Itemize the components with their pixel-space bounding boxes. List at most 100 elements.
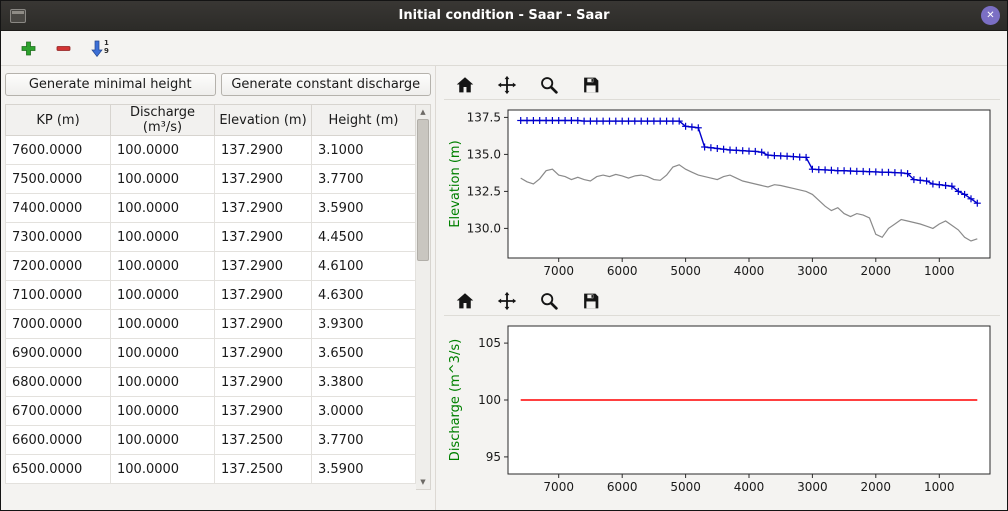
table-scrollbar[interactable]: ▲ ▼ bbox=[416, 104, 431, 490]
close-button[interactable]: ✕ bbox=[981, 6, 1000, 25]
table-cell[interactable]: 137.2900 bbox=[214, 338, 312, 368]
save-icon bbox=[584, 293, 599, 308]
zoom-button[interactable] bbox=[538, 74, 560, 96]
table-cell[interactable]: 100.0000 bbox=[110, 222, 215, 252]
save-button[interactable] bbox=[580, 74, 602, 96]
scroll-up-button[interactable]: ▲ bbox=[420, 108, 426, 116]
table-cell[interactable]: 3.5900 bbox=[311, 193, 416, 223]
table-cell[interactable]: 100.0000 bbox=[110, 135, 215, 165]
table-cell[interactable]: 7600.0000 bbox=[5, 135, 111, 165]
table-row[interactable]: 6900.0000 100.0000 137.2900 3.6500 bbox=[5, 338, 416, 368]
delete-row-button[interactable] bbox=[56, 41, 71, 56]
table-cell[interactable]: 137.2900 bbox=[214, 280, 312, 310]
generate-minimal-height-button[interactable]: Generate minimal height bbox=[5, 73, 216, 96]
generate-constant-discharge-button[interactable]: Generate constant discharge bbox=[220, 73, 431, 96]
table-cell[interactable]: 4.6300 bbox=[311, 280, 416, 310]
table-cell[interactable]: 6700.0000 bbox=[5, 396, 111, 426]
column-header[interactable]: KP (m) bbox=[5, 104, 111, 136]
svg-text:5000: 5000 bbox=[670, 480, 701, 494]
table-cell[interactable]: 7000.0000 bbox=[5, 309, 111, 339]
table-row[interactable]: 6700.0000 100.0000 137.2900 3.0000 bbox=[5, 396, 416, 426]
svg-text:4000: 4000 bbox=[734, 480, 765, 494]
svg-text:95: 95 bbox=[486, 450, 501, 464]
table-cell[interactable]: 100.0000 bbox=[110, 193, 215, 223]
elevation-chart[interactable]: 7000 6000 5000 4000 3000 2000 1000 130.0 132.5 13… bbox=[444, 102, 1000, 286]
table-cell[interactable]: 137.2500 bbox=[214, 425, 312, 455]
home-button[interactable] bbox=[454, 74, 476, 96]
table-cell[interactable]: 100.0000 bbox=[110, 396, 215, 426]
pan-button[interactable] bbox=[496, 74, 518, 96]
svg-text:3000: 3000 bbox=[797, 480, 828, 494]
table-cell[interactable]: 6800.0000 bbox=[5, 367, 111, 397]
titlebar[interactable]: Initial condition - Saar - Saar ✕ bbox=[1, 1, 1007, 31]
table-cell[interactable]: 100.0000 bbox=[110, 164, 215, 194]
add-row-button[interactable] bbox=[21, 41, 36, 56]
table-cell[interactable]: 100.0000 bbox=[110, 338, 215, 368]
table-cell[interactable]: 137.2900 bbox=[214, 367, 312, 397]
table-row[interactable]: 7400.0000 100.0000 137.2900 3.5900 bbox=[5, 193, 416, 223]
table-cell[interactable]: 100.0000 bbox=[110, 454, 215, 484]
save-button[interactable] bbox=[580, 290, 602, 312]
zoom-icon bbox=[541, 292, 558, 310]
table-row[interactable]: 7600.0000 100.0000 137.2900 3.1000 bbox=[5, 135, 416, 165]
table-row[interactable]: 6600.0000 100.0000 137.2500 3.7700 bbox=[5, 425, 416, 455]
sort-rows-button[interactable]: 1 9 bbox=[91, 40, 109, 57]
table-cell[interactable]: 3.0000 bbox=[311, 396, 416, 426]
pan-button[interactable] bbox=[496, 290, 518, 312]
table-cell[interactable]: 3.6500 bbox=[311, 338, 416, 368]
table-cell[interactable]: 7200.0000 bbox=[5, 251, 111, 281]
table-cell[interactable]: 6500.0000 bbox=[5, 454, 111, 484]
scroll-track[interactable] bbox=[416, 119, 430, 475]
table-cell[interactable]: 7100.0000 bbox=[5, 280, 111, 310]
table-cell[interactable]: 100.0000 bbox=[110, 367, 215, 397]
table-cell[interactable]: 3.9300 bbox=[311, 309, 416, 339]
table-cell[interactable]: 100.0000 bbox=[110, 251, 215, 281]
column-header[interactable]: Elevation (m) bbox=[214, 104, 312, 136]
table-cell[interactable]: 137.2900 bbox=[214, 135, 312, 165]
table-cell[interactable]: 137.2900 bbox=[214, 193, 312, 223]
sort-digits: 1 9 bbox=[104, 40, 109, 55]
table-wrap: KP (m) Discharge (m³/s) Elevation (m) Heigh… bbox=[5, 104, 431, 490]
svg-text:3000: 3000 bbox=[797, 264, 828, 278]
home-button[interactable] bbox=[454, 290, 476, 312]
table-cell[interactable]: 100.0000 bbox=[110, 280, 215, 310]
initial-condition-table: KP (m) Discharge (m³/s) Elevation (m) Heigh… bbox=[5, 104, 416, 484]
table-cell[interactable]: 7300.0000 bbox=[5, 222, 111, 252]
table-cell[interactable]: 3.3800 bbox=[311, 367, 416, 397]
table-cell[interactable]: 4.4500 bbox=[311, 222, 416, 252]
table-row[interactable]: 6500.0000 100.0000 137.2500 3.5900 bbox=[5, 454, 416, 484]
table-cell[interactable]: 137.2900 bbox=[214, 251, 312, 281]
zoom-button[interactable] bbox=[538, 290, 560, 312]
table-cell[interactable]: 137.2900 bbox=[214, 309, 312, 339]
svg-text:130.0: 130.0 bbox=[467, 221, 501, 235]
table-cell[interactable]: 137.2900 bbox=[214, 222, 312, 252]
column-header[interactable]: Discharge (m³/s) bbox=[110, 104, 215, 136]
table-row[interactable]: 7200.0000 100.0000 137.2900 4.6100 bbox=[5, 251, 416, 281]
table-row[interactable]: 7100.0000 100.0000 137.2900 4.6300 bbox=[5, 280, 416, 310]
table-row[interactable]: 7000.0000 100.0000 137.2900 3.9300 bbox=[5, 309, 416, 339]
table-cell[interactable]: 3.7700 bbox=[311, 425, 416, 455]
table-row[interactable]: 7500.0000 100.0000 137.2900 3.7700 bbox=[5, 164, 416, 194]
table-cell[interactable]: 137.2500 bbox=[214, 454, 312, 484]
table-row[interactable]: 6800.0000 100.0000 137.2900 3.3800 bbox=[5, 367, 416, 397]
discharge-chart[interactable]: 7000 6000 5000 4000 3000 2000 1000 95 100 105 Disc… bbox=[444, 318, 1000, 502]
column-header[interactable]: Height (m) bbox=[311, 104, 416, 136]
sort-digit-bottom: 9 bbox=[104, 47, 109, 55]
table-cell[interactable]: 3.7700 bbox=[311, 164, 416, 194]
table-cell[interactable]: 7500.0000 bbox=[5, 164, 111, 194]
scroll-down-button[interactable]: ▼ bbox=[420, 478, 426, 486]
table-row[interactable]: 7300.0000 100.0000 137.2900 4.4500 bbox=[5, 222, 416, 252]
table-cell[interactable]: 137.2900 bbox=[214, 164, 312, 194]
table-cell[interactable]: 6900.0000 bbox=[5, 338, 111, 368]
table-cell[interactable]: 6600.0000 bbox=[5, 425, 111, 455]
table-cell[interactable]: 3.5900 bbox=[311, 454, 416, 484]
elevation-plot-toolbar bbox=[444, 70, 1000, 100]
table-cell[interactable]: 7400.0000 bbox=[5, 193, 111, 223]
table-cell[interactable]: 137.2900 bbox=[214, 396, 312, 426]
table-cell[interactable]: 4.6100 bbox=[311, 251, 416, 281]
table-cell[interactable]: 100.0000 bbox=[110, 309, 215, 339]
scroll-thumb[interactable] bbox=[417, 119, 429, 262]
table-cell[interactable]: 3.1000 bbox=[311, 135, 416, 165]
table-cell[interactable]: 100.0000 bbox=[110, 425, 215, 455]
